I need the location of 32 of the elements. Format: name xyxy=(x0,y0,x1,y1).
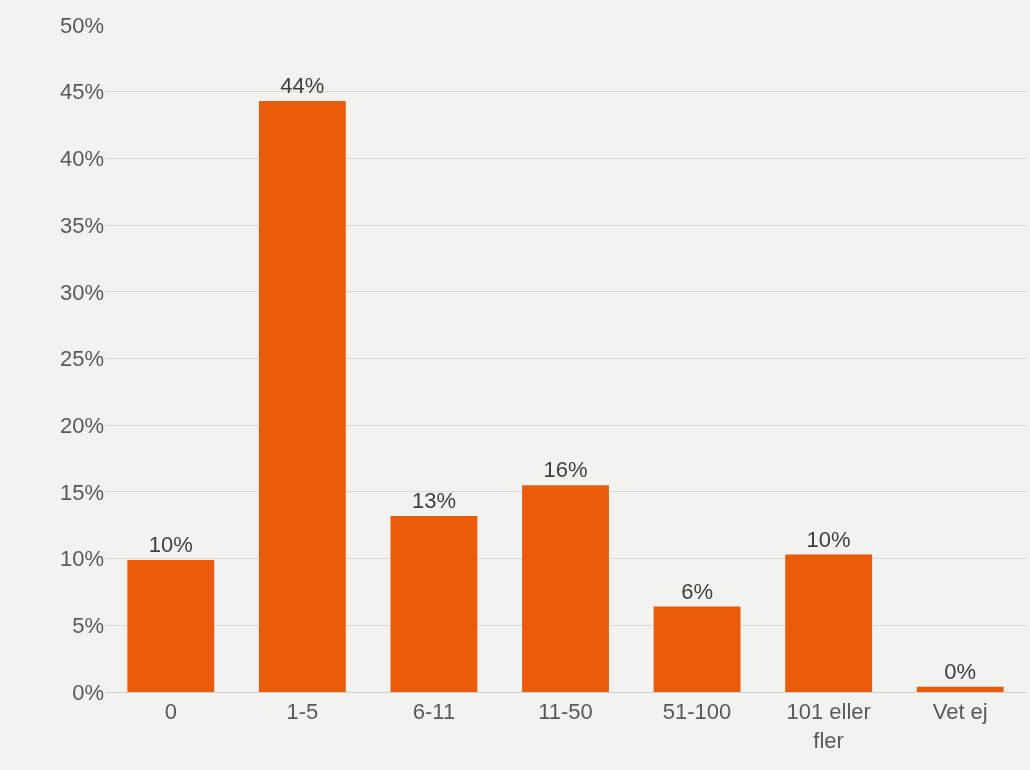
y-tick-label: 50% xyxy=(59,12,104,38)
bar xyxy=(127,559,215,692)
y-tick-label: 0% xyxy=(72,679,104,705)
data-label: 6% xyxy=(681,578,713,604)
x-tick-label: Vet ej xyxy=(932,699,988,725)
bar xyxy=(522,485,609,692)
data-label: 10% xyxy=(806,526,851,552)
bar xyxy=(258,101,346,692)
data-label: 13% xyxy=(411,487,456,513)
x-tick-label: 11-50 xyxy=(538,699,593,725)
bar xyxy=(785,554,873,692)
data-label: 16% xyxy=(543,457,588,483)
y-tick-label: 40% xyxy=(59,146,104,172)
y-tick-label: 5% xyxy=(72,613,104,638)
y-tick-label: 15% xyxy=(59,479,104,505)
bar xyxy=(653,606,741,692)
bar xyxy=(916,686,1004,692)
y-tick-label: 20% xyxy=(59,412,104,438)
y-tick-label: 25% xyxy=(59,346,104,372)
x-tick-label: 101 eller fler xyxy=(786,699,871,753)
y-tick-label: 35% xyxy=(59,212,104,238)
y-tick-label: 30% xyxy=(59,279,104,305)
y-tick-label: 45% xyxy=(59,79,104,105)
x-tick-label: 0 xyxy=(164,699,177,725)
y-tick-label: 10% xyxy=(59,546,104,572)
data-label: 44% xyxy=(280,73,325,99)
data-label: 0% xyxy=(944,658,977,684)
x-tick-label: 1-5 xyxy=(286,699,319,725)
x-tick-label: 51-100 xyxy=(662,699,732,725)
data-label: 10% xyxy=(148,531,193,557)
x-tick-label: 6-11 xyxy=(412,699,456,725)
bar xyxy=(390,515,478,692)
